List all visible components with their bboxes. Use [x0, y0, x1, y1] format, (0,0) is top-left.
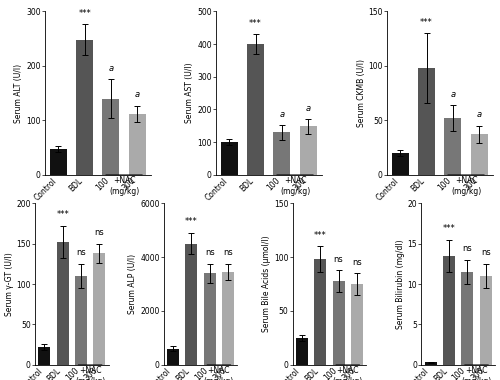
- Bar: [296, 338, 308, 365]
- Text: ***: ***: [185, 217, 198, 226]
- Bar: [392, 153, 409, 175]
- Text: ***: ***: [442, 224, 456, 233]
- Text: ns: ns: [352, 258, 362, 267]
- Bar: [470, 135, 488, 175]
- Text: ns: ns: [481, 249, 490, 257]
- Bar: [204, 273, 216, 365]
- Bar: [247, 44, 264, 175]
- Bar: [102, 98, 120, 175]
- Bar: [75, 276, 87, 365]
- Y-axis label: Serum AST (U/l): Serum AST (U/l): [186, 63, 194, 124]
- Text: (mg/kg): (mg/kg): [332, 366, 363, 380]
- Text: ***: ***: [78, 9, 91, 18]
- Text: (mg/kg): (mg/kg): [109, 176, 139, 196]
- Y-axis label: Serum Bile Acids (μmol/l): Serum Bile Acids (μmol/l): [262, 236, 271, 332]
- Bar: [50, 149, 67, 175]
- Text: a: a: [108, 64, 114, 73]
- Bar: [424, 363, 436, 365]
- Text: a: a: [476, 110, 482, 119]
- Text: +NAC: +NAC: [79, 366, 102, 375]
- Bar: [128, 114, 146, 175]
- Text: +NAC: +NAC: [113, 176, 136, 185]
- Bar: [274, 132, 290, 175]
- Bar: [38, 347, 50, 365]
- Text: (mg/kg): (mg/kg): [75, 366, 106, 380]
- Text: +NAC: +NAC: [336, 366, 359, 375]
- Text: ns: ns: [94, 228, 104, 237]
- Text: ns: ns: [205, 249, 214, 257]
- Text: ***: ***: [314, 231, 326, 240]
- Text: (mg/kg): (mg/kg): [462, 366, 492, 380]
- Bar: [300, 127, 316, 175]
- Text: ns: ns: [76, 249, 86, 257]
- Bar: [480, 276, 492, 365]
- Bar: [444, 118, 462, 175]
- Text: +NAC: +NAC: [284, 176, 306, 185]
- Y-axis label: Serum ALT (U/l): Serum ALT (U/l): [14, 63, 24, 123]
- Bar: [314, 259, 326, 365]
- Bar: [94, 253, 106, 365]
- Bar: [221, 142, 238, 175]
- Text: ns: ns: [462, 244, 472, 253]
- Text: (mg/kg): (mg/kg): [204, 366, 234, 380]
- Y-axis label: Serum CKMB (U/l): Serum CKMB (U/l): [356, 59, 366, 127]
- Y-axis label: Serum γ-GT (U/l): Serum γ-GT (U/l): [4, 252, 14, 316]
- Text: (mg/kg): (mg/kg): [451, 176, 481, 196]
- Text: a: a: [134, 90, 140, 99]
- Text: a: a: [280, 109, 284, 119]
- Text: +NAC: +NAC: [455, 176, 477, 185]
- Text: (mg/kg): (mg/kg): [280, 176, 310, 196]
- Text: ***: ***: [249, 19, 262, 28]
- Text: ***: ***: [420, 17, 433, 27]
- Bar: [462, 272, 473, 365]
- Text: +NAC: +NAC: [466, 366, 488, 375]
- Y-axis label: Serum Bilirubin (mg/dl): Serum Bilirubin (mg/dl): [396, 239, 405, 329]
- Bar: [332, 281, 344, 365]
- Bar: [76, 40, 93, 175]
- Bar: [443, 256, 455, 365]
- Bar: [222, 272, 234, 365]
- Bar: [186, 244, 198, 365]
- Bar: [56, 242, 68, 365]
- Bar: [418, 68, 435, 175]
- Text: a: a: [306, 104, 310, 113]
- Text: ***: ***: [56, 211, 69, 219]
- Bar: [351, 284, 363, 365]
- Text: a: a: [450, 90, 456, 98]
- Y-axis label: Serum ALP (U/l): Serum ALP (U/l): [128, 254, 138, 314]
- Text: ns: ns: [223, 249, 233, 257]
- Bar: [167, 349, 179, 365]
- Text: ns: ns: [334, 255, 344, 264]
- Text: +NAC: +NAC: [208, 366, 230, 375]
